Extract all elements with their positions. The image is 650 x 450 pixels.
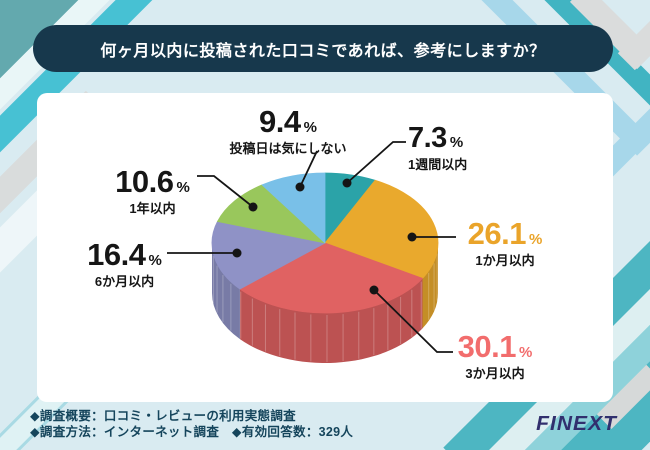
pie-label-6-months: 16.4% 6か月以内 <box>72 239 177 289</box>
pie-label-3-months: 30.1% 3か月以内 <box>440 331 550 381</box>
pie-label-1-week: 7.3% 1週間以内 <box>408 124 528 172</box>
percent-sign: % <box>449 134 464 151</box>
survey-meta-line-2: ◆調査方法：インターネット調査 ◆有効回答数：329人 <box>30 425 354 439</box>
pie-value: 16.4% <box>72 239 177 270</box>
pie-category-label: 1か月以内 <box>475 253 535 268</box>
pie-category-label: 6か月以内 <box>94 274 155 289</box>
pie-category-label: 1年以内 <box>129 201 176 216</box>
brand-logo: FINEXT <box>536 413 618 435</box>
pie-value: 30.1% <box>440 331 550 362</box>
header-banner: 何ヶ月以内に投稿された口コミであれば、参考にしますか？ <box>33 25 613 72</box>
percent-sign: % <box>519 344 533 361</box>
pie-value-number: 26.1 <box>467 216 527 251</box>
percent-sign: % <box>529 231 543 248</box>
pie-value-number: 30.1 <box>457 329 517 364</box>
pie-value: 26.1% <box>450 218 560 249</box>
survey-meta: ◆調査概要：口コミ・レビューの利用実態調査 ◆調査方法：インターネット調査 ◆有… <box>30 408 353 440</box>
pie-value: 7.3% <box>408 124 528 153</box>
percent-sign: % <box>176 179 190 196</box>
pie-value: 10.6% <box>100 166 205 197</box>
pie-category-label: 投稿日は気にしない <box>229 141 347 156</box>
pie-category-label: 3か月以内 <box>465 366 525 381</box>
pie-category-label: 1週間以内 <box>408 157 468 172</box>
pie-label-no-date: 9.4% 投稿日は気にしない <box>218 106 358 156</box>
pie-value-number: 7.3 <box>408 122 447 154</box>
pie-value-number: 10.6 <box>115 164 174 199</box>
pie-label-1-year: 10.6% 1年以内 <box>100 166 205 216</box>
survey-meta-line-1: ◆調査概要：口コミ・レビューの利用実態調査 <box>30 409 296 423</box>
survey-question-title: 何ヶ月以内に投稿された口コミであれば、参考にしますか？ <box>100 42 546 60</box>
pie-value: 9.4% <box>218 106 358 137</box>
percent-sign: % <box>303 119 317 136</box>
pie-value-number: 9.4 <box>259 104 301 139</box>
pie-value-number: 16.4 <box>87 237 146 272</box>
percent-sign: % <box>148 252 162 269</box>
pie-label-1-month: 26.1% 1か月以内 <box>450 218 560 268</box>
